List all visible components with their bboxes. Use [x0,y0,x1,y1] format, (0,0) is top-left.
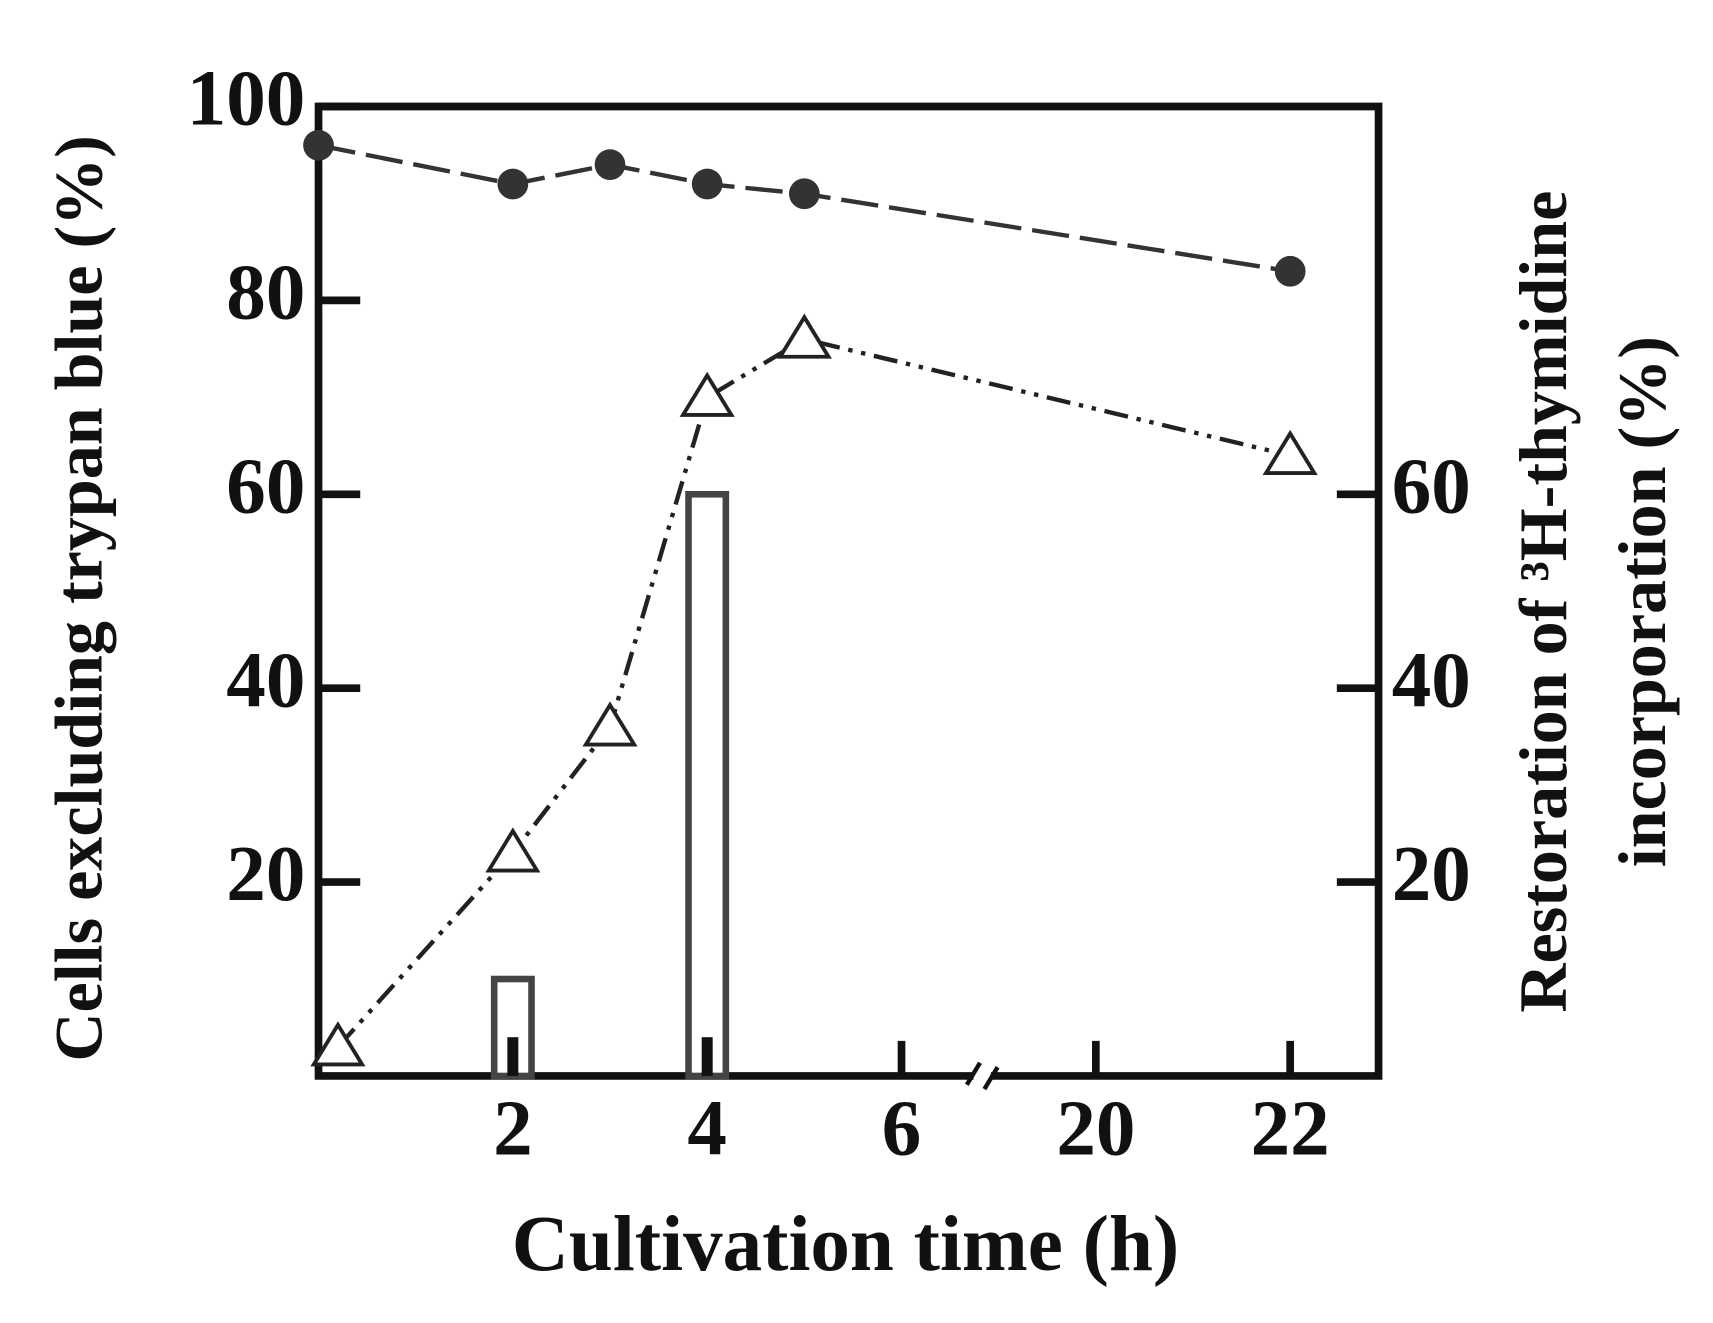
axis-break [964,1061,982,1086]
marker-triangle [776,313,832,359]
x-tick-label: 22 [1251,1085,1330,1172]
y-tick-label: 20 [226,831,305,918]
marker-triangle [485,827,541,873]
x-tick-label: 20 [1056,1085,1135,1172]
x-tick-label: 6 [882,1085,922,1172]
y-tick-label: 100 [187,56,306,143]
marker-circle [788,178,820,210]
marker-triangle [310,1021,366,1067]
x-axis-label: Cultivation time (h) [512,1201,1179,1288]
bar [490,975,535,1080]
bar [685,490,730,1080]
marker-circle [497,168,529,200]
y2-axis-label: incorporation (%) [1604,336,1680,867]
axis-frame [314,102,1383,1080]
marker-circle [594,149,626,181]
x-tick-label: 2 [493,1085,533,1172]
marker-circle [691,168,723,200]
bar [507,1037,519,1076]
axis-break [982,1066,1000,1091]
bar [701,1037,713,1076]
marker-triangle [582,701,638,747]
y2-tick-label: 40 [1392,637,1471,724]
marker-circle [303,129,334,161]
marker-circle [1274,255,1306,287]
data-line [318,143,1291,274]
y-tick-label: 40 [226,637,305,724]
marker-triangle [679,371,735,417]
y-tick-label: 80 [226,250,305,337]
y2-tick-label: 20 [1392,831,1471,918]
y2-axis-label: Restoration of ³H-thymidine [1505,191,1581,1013]
marker-triangle [1262,429,1318,475]
y2-tick-label: 60 [1392,443,1471,530]
y-tick-label: 60 [226,443,305,530]
x-tick-label: 4 [687,1085,727,1172]
y-axis-label: Cells excluding trypan blue (%) [40,135,116,1061]
data-line [336,336,1291,1049]
